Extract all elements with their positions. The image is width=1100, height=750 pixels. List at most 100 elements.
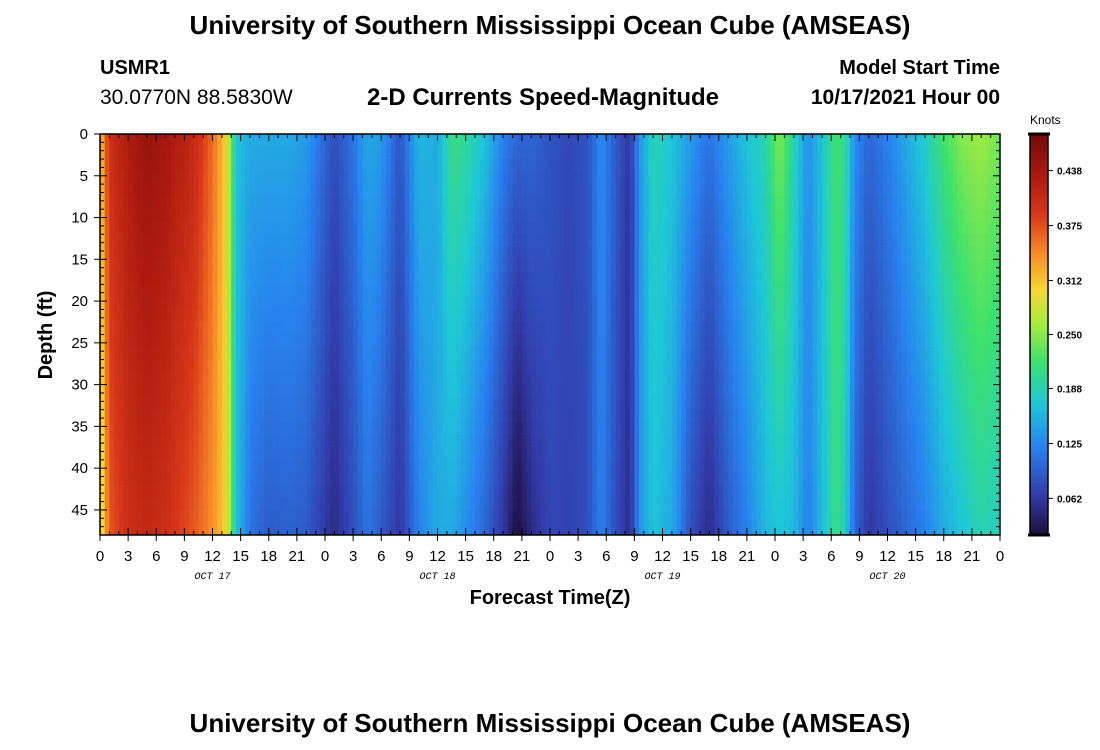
heatmap-cell [653, 372, 659, 386]
heatmap-cell [156, 397, 162, 411]
heatmap-cell [681, 171, 687, 185]
heatmap-cell [221, 397, 228, 411]
heatmap-cell [700, 359, 706, 373]
heatmap-cell [807, 159, 814, 173]
heatmap-cell [535, 434, 542, 448]
heatmap-cell [310, 334, 317, 348]
heatmap-cell [287, 271, 293, 285]
heatmap-cell [240, 447, 246, 461]
heatmap-cell [198, 146, 204, 160]
heatmap-cell [479, 259, 485, 273]
heatmap-cell [535, 259, 542, 273]
heatmap-cell [245, 196, 251, 210]
heatmap-cell [625, 134, 631, 148]
heatmap-cell [807, 271, 814, 285]
heatmap-cell [395, 422, 401, 436]
heatmap-cell [700, 509, 706, 524]
heatmap-cell [306, 284, 312, 298]
heatmap-cell [498, 221, 504, 235]
heatmap-cell [460, 434, 467, 448]
heatmap-cell [432, 221, 439, 235]
heatmap-cell [465, 146, 471, 160]
heatmap-cell [320, 459, 326, 473]
heatmap-cell [395, 484, 401, 499]
heatmap-cell [207, 209, 214, 223]
heatmap-cell [784, 359, 790, 373]
heatmap-cell [193, 484, 200, 499]
heatmap-cell [723, 309, 729, 323]
heatmap-cell [671, 309, 678, 323]
heatmap-cell [250, 271, 256, 285]
heatmap-cell [100, 359, 106, 373]
heatmap-cell [325, 447, 331, 461]
heatmap-cell [700, 347, 706, 361]
heatmap-cell [170, 259, 176, 273]
heatmap-cell [470, 209, 476, 223]
heatmap-cell [235, 509, 242, 524]
heatmap-cell [146, 134, 153, 148]
heatmap-cell [165, 221, 171, 235]
heatmap-cell [442, 372, 448, 386]
heatmap-cell [784, 271, 790, 285]
heatmap-cell [339, 309, 345, 323]
heatmap-cell [104, 146, 110, 160]
heatmap-cell [268, 472, 275, 486]
heatmap-cell [367, 384, 373, 398]
heatmap-cell [826, 497, 832, 511]
heatmap-cell [512, 434, 518, 448]
heatmap-cell [418, 134, 425, 148]
heatmap-cell [231, 422, 237, 436]
heatmap-cell [109, 422, 115, 436]
heatmap-cell [503, 372, 509, 386]
heatmap-cell [728, 347, 734, 361]
heatmap-cell [207, 259, 214, 273]
heatmap-cell [681, 397, 687, 411]
heatmap-cell [535, 196, 542, 210]
heatmap-cell [371, 246, 378, 260]
heatmap-cell [109, 434, 115, 448]
heatmap-cell [784, 497, 790, 511]
heatmap-cell [531, 246, 537, 260]
heatmap-cell [254, 309, 260, 323]
heatmap-cell [137, 509, 143, 524]
heatmap-cell [742, 259, 748, 273]
heatmap-cell [718, 296, 725, 311]
heatmap-cell [118, 359, 125, 373]
heatmap-cell [409, 284, 415, 298]
heatmap-cell [793, 296, 800, 311]
heatmap-cell [367, 246, 373, 260]
heatmap-cell [779, 359, 785, 373]
heatmap-cell [100, 334, 106, 348]
heatmap-cell [395, 159, 401, 173]
heatmap-cell [531, 171, 537, 185]
heatmap-cell [653, 434, 659, 448]
heatmap-cell [512, 384, 518, 398]
heatmap-cell [775, 397, 781, 411]
heatmap-cell [718, 221, 725, 235]
heatmap-cell [526, 509, 532, 524]
heatmap-cell [301, 271, 307, 285]
heatmap-cell [409, 134, 415, 148]
heatmap-cell [315, 296, 321, 311]
heatmap-cell [535, 509, 542, 524]
station-coordinates: 30.0770N 88.5830W [100, 86, 293, 109]
heatmap-cell [507, 284, 514, 298]
heatmap-cell [118, 146, 125, 160]
heatmap-cell [812, 221, 818, 235]
heatmap-cell [118, 321, 125, 336]
heatmap-cell [301, 434, 307, 448]
heatmap-cell [254, 397, 260, 411]
heatmap-cell [362, 484, 368, 499]
heatmap-cell [235, 159, 242, 173]
heatmap-cell [329, 459, 335, 473]
heatmap-cell [104, 284, 110, 298]
heatmap-cell [521, 434, 528, 448]
heatmap-cell [250, 221, 256, 235]
heatmap-cell [423, 497, 429, 511]
heatmap-cell [395, 397, 401, 411]
heatmap-cell [751, 171, 757, 185]
heatmap-cell [615, 246, 621, 260]
heatmap-cell [681, 472, 687, 486]
heatmap-cell [170, 347, 176, 361]
heatmap-cell [526, 146, 532, 160]
